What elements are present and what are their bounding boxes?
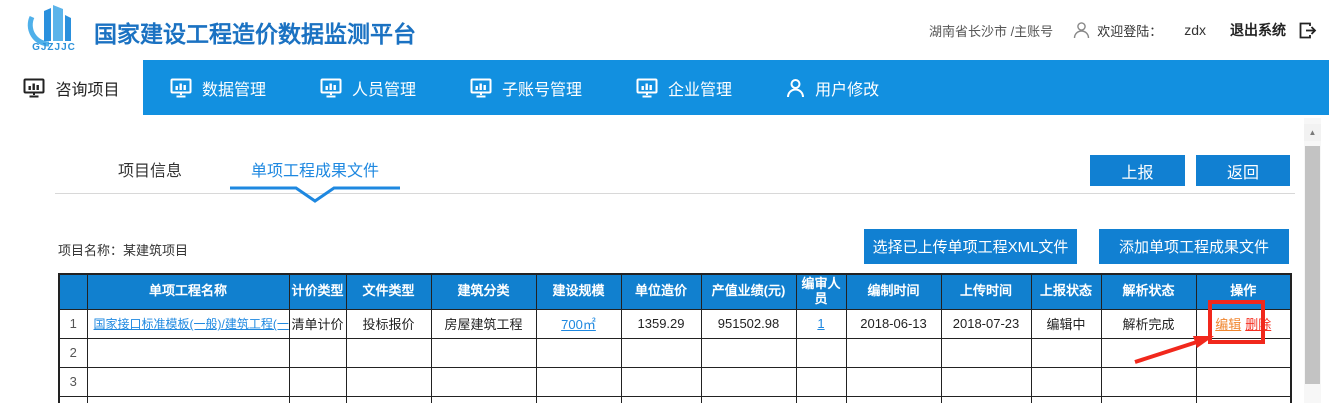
editors-cell: 1: [795, 308, 847, 339]
col-header-parse-status: 解析状态: [1100, 273, 1197, 310]
scale-cell: 700㎡: [535, 308, 622, 339]
monitor-chart-icon: [636, 78, 658, 98]
person-icon: [786, 78, 805, 98]
user-icon: [1073, 22, 1090, 39]
nav-tab-label: 子账号管理: [502, 81, 583, 99]
add-result-file-button[interactable]: 添加单项工程成果文件: [1099, 229, 1289, 264]
upload-date-cell: 2018-07-23: [940, 308, 1032, 339]
col-header-upload-date: 上传时间: [940, 273, 1032, 310]
edit-link[interactable]: 编辑: [1215, 317, 1242, 333]
project-file-name-cell: 国家接口标准模板(一般)/建筑工程(一: [86, 308, 290, 339]
table-row: 2: [58, 337, 1292, 368]
app-title: 国家建设工程造价数据监测平台: [94, 21, 416, 47]
pricing-type-cell: 清单计价: [288, 308, 347, 339]
nav-tab-consult-project[interactable]: 咨询项目: [0, 60, 143, 115]
operation-cell: 编辑 删除: [1195, 308, 1292, 339]
col-header-report-status: 上报状态: [1030, 273, 1102, 310]
monitor-chart-icon: [470, 78, 492, 98]
project-file-name-link[interactable]: 国家接口标准模板(一般)/建筑工程(一: [93, 317, 289, 332]
col-header-unit-cost: 单位造价: [620, 273, 702, 310]
exit-icon[interactable]: [1298, 21, 1317, 40]
output-value-cell: 951502.98: [700, 308, 797, 339]
username: zdx: [1184, 22, 1206, 38]
table-row: 1 国家接口标准模板(一般)/建筑工程(一 清单计价 投标报价 房屋建筑工程 7…: [58, 308, 1292, 339]
col-header-compile-date: 编制时间: [845, 273, 942, 310]
top-header: GJZJJC 国家建设工程造价数据监测平台 湖南省长沙市 /主账号 欢迎登陆： …: [0, 0, 1329, 60]
compile-date-cell: 2018-06-13: [845, 308, 942, 339]
nav-tab-label: 数据管理: [202, 81, 267, 99]
col-header-editors: 编审人员: [795, 273, 847, 310]
report-button[interactable]: 上报: [1090, 155, 1185, 186]
delete-link[interactable]: 删除: [1245, 317, 1272, 333]
tab-single-project-result-files[interactable]: 单项工程成果文件: [250, 163, 379, 180]
monitor-chart-icon: [23, 78, 45, 98]
result-files-table: 单项工程名称 计价类型 文件类型 建筑分类 建设规模 单位造价 产值业绩(元) …: [58, 273, 1292, 403]
nav-tab-user-modify[interactable]: 用户修改: [759, 60, 906, 115]
monitor-chart-icon: [170, 78, 192, 98]
building-category-cell: 房屋建筑工程: [430, 308, 537, 339]
main-nav: 咨询项目 数据管理: [0, 60, 1329, 115]
col-header-output-value: 产值业绩(元): [700, 273, 797, 310]
col-header-file-type: 文件类型: [345, 273, 432, 310]
unit-cost-cell: 1359.29: [620, 308, 702, 339]
col-header-pricing-type: 计价类型: [288, 273, 347, 310]
header-right: 湖南省长沙市 /主账号 欢迎登陆： zdx 退出系统: [929, 0, 1317, 60]
scrollbar-thumb[interactable]: [1305, 146, 1320, 384]
scrollbar-up-arrow-icon[interactable]: ▲: [1304, 124, 1321, 141]
editors-link[interactable]: 1: [817, 316, 825, 332]
welcome-label: 欢迎登陆：: [1097, 23, 1163, 39]
col-header-name: 单项工程名称: [86, 273, 290, 310]
select-uploaded-xml-button[interactable]: 选择已上传单项工程XML文件: [864, 229, 1077, 264]
row-index: 3: [58, 366, 88, 397]
row-index: 2: [58, 337, 88, 368]
project-name-label: 项目名称：某建筑项目: [58, 243, 189, 258]
col-header-operation: 操作: [1195, 273, 1292, 310]
nav-tab-enterprise-management[interactable]: 企业管理: [609, 60, 759, 115]
col-header-scale: 建设规模: [535, 273, 622, 310]
report-status-cell: 编辑中: [1030, 308, 1102, 339]
nav-tab-label: 人员管理: [352, 81, 417, 99]
nav-tab-personnel-management[interactable]: 人员管理: [293, 60, 443, 115]
nav-tab-label: 企业管理: [668, 81, 733, 99]
col-header-building-category: 建筑分类: [430, 273, 537, 310]
nav-tab-label: 用户修改: [815, 81, 880, 99]
file-type-cell: 投标报价: [345, 308, 432, 339]
region-account-label: 湖南省长沙市 /主账号: [928, 23, 1054, 39]
tab-project-info[interactable]: 项目信息: [117, 163, 182, 180]
nav-tab-label: 咨询项目: [55, 81, 120, 99]
row-index: 4: [58, 395, 88, 403]
table-row: 3: [58, 366, 1292, 397]
row-index: 1: [58, 308, 88, 339]
table-row: 4: [58, 395, 1292, 403]
table-header-row: 单项工程名称 计价类型 文件类型 建筑分类 建设规模 单位造价 产值业绩(元) …: [58, 273, 1292, 310]
parse-status-cell: 解析完成: [1100, 308, 1197, 339]
app-logo-text: GJZJJC: [32, 42, 76, 53]
nav-tab-data-management[interactable]: 数据管理: [143, 60, 293, 115]
monitor-chart-icon: [320, 78, 342, 98]
active-tab-underline: [230, 186, 400, 203]
vertical-scrollbar[interactable]: ▲: [1304, 118, 1321, 403]
back-button[interactable]: 返回: [1196, 155, 1290, 186]
scale-link[interactable]: 700㎡: [561, 317, 596, 333]
nav-tab-subaccount-management[interactable]: 子账号管理: [443, 60, 609, 115]
app-logo-icon: [27, 5, 71, 47]
logout-button[interactable]: 退出系统: [1230, 22, 1286, 38]
col-header-index: [58, 273, 88, 310]
